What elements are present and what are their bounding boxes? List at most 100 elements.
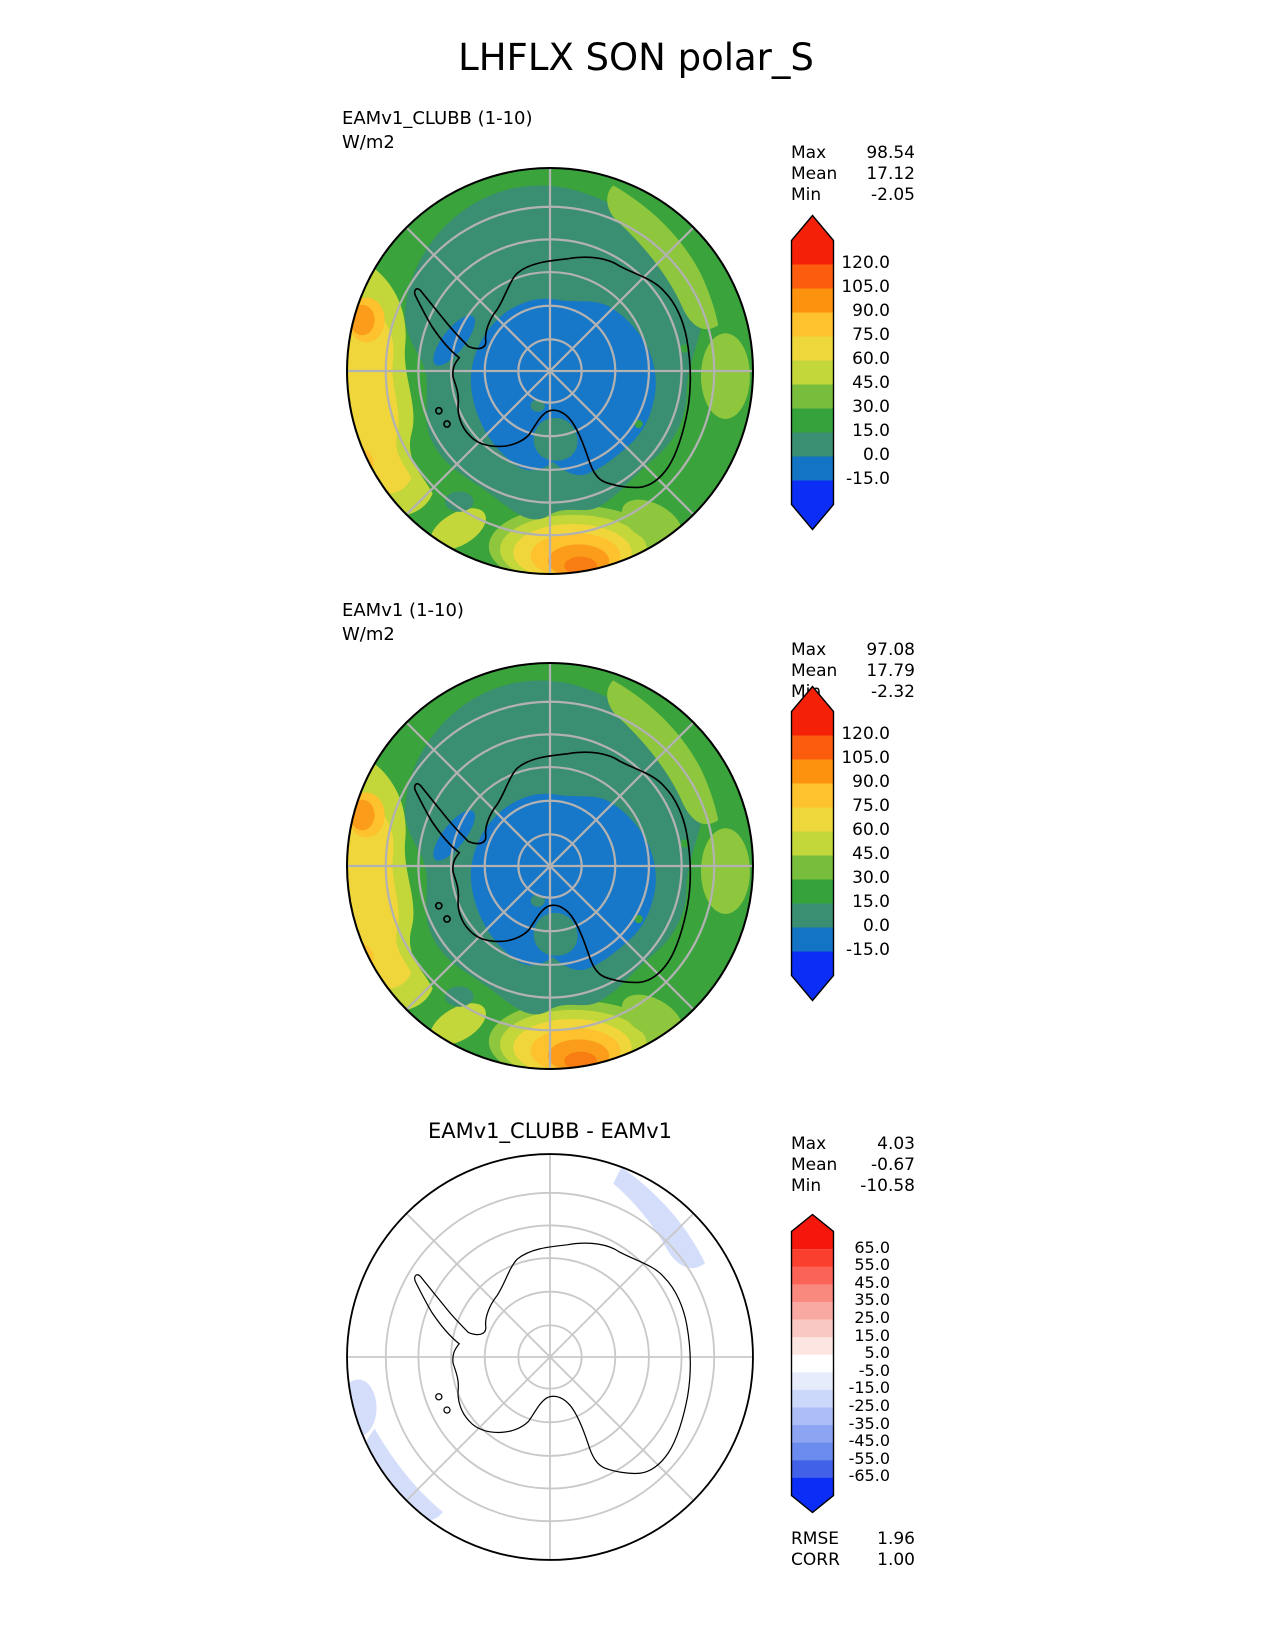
colorbar-tick-label: -35.0 (848, 1413, 890, 1433)
colorbar-cell (791, 1249, 834, 1268)
colorbar-tick-label: 75.0 (852, 325, 890, 345)
colorbar-tick-label: 90.0 (852, 772, 890, 792)
metric-label: RMSE (791, 1529, 840, 1549)
colorbar-cell (791, 1407, 834, 1426)
stat-value: -10.58 (860, 1175, 915, 1196)
colorbar-cell (791, 1284, 834, 1303)
colorbar-cell (791, 432, 834, 457)
stat-label: Max (791, 1134, 827, 1154)
colorbar-cell (791, 1372, 834, 1391)
metric-row: RMSE 1.96 (791, 1529, 915, 1550)
stat-value: -2.32 (871, 681, 915, 702)
stat-value: -0.67 (871, 1154, 915, 1175)
stat-value: 4.03 (877, 1134, 915, 1154)
colorbar-tick-label: 45.0 (854, 1272, 890, 1292)
colorbar-cell (791, 903, 834, 928)
colorbar-tick-label: 65.0 (854, 1237, 890, 1257)
colorbar-tick-label: -15.0 (848, 1378, 890, 1398)
colorbar-outline (790, 1213, 835, 1514)
colorbar-tick-label: -15.0 (846, 469, 890, 489)
colorbar-cell (791, 1460, 834, 1479)
stat-value: 17.12 (866, 163, 915, 184)
colorbar-cell (791, 384, 834, 409)
stat-row: Max 97.08 (791, 640, 915, 661)
colorbar-svg (790, 214, 835, 531)
colorbar-tick-label: 15.0 (854, 1325, 890, 1345)
colorbar-tick-label: -45.0 (848, 1431, 890, 1451)
colorbar-cell (791, 1477, 834, 1513)
colorbar-tick-label: -15.0 (846, 940, 890, 960)
colorbar-tick-label: -5.0 (858, 1360, 890, 1380)
colorbar-tick-label: 30.0 (852, 397, 890, 417)
map-panel-1 (346, 167, 754, 575)
colorbar-tick-label: 5.0 (864, 1343, 890, 1363)
colorbar-tick-label: 60.0 (852, 349, 890, 369)
colorbar-tick-label: -65.0 (848, 1466, 890, 1486)
panel2-units: W/m2 (342, 624, 395, 645)
colorbar-cell (791, 1354, 834, 1373)
colorbar-tick-label: 105.0 (841, 748, 890, 768)
colorbar-tick-label: 120.0 (841, 724, 890, 744)
colorbar-svg (790, 685, 835, 1002)
colorbar-panel-2: 120.0 105.0 90.0 75.0 60.0 45.0 30.0 15.0 0.0 -15… (790, 685, 900, 1006)
colorbar-cell (791, 951, 834, 1001)
map-border-diff (346, 1153, 754, 1561)
colorbar-cell (791, 1266, 834, 1285)
colorbar-panel-1: 120.0 105.0 90.0 75.0 60.0 45.0 30.0 15.0 0.0 -15… (790, 214, 900, 535)
stat-row: Min -10.58 (791, 1176, 915, 1197)
colorbar-cell (791, 360, 834, 385)
diff-panel-title: EAMv1_CLUBB - EAMv1 (427, 1119, 672, 1143)
stat-value: 97.08 (866, 640, 915, 660)
colorbar-cell (791, 783, 834, 808)
metric-row: CORR 1.00 (791, 1550, 915, 1571)
colorbar-outline (790, 685, 835, 1002)
colorbar-cell (791, 759, 834, 784)
colorbar-tick-label: 35.0 (854, 1290, 890, 1310)
colorbar-cell (791, 1214, 834, 1250)
colorbar-cell (791, 336, 834, 361)
colorbar-cell (791, 312, 834, 337)
stat-label: Mean (791, 660, 838, 681)
stat-label: Min (791, 1175, 822, 1196)
colorbar-cell (791, 408, 834, 433)
stat-label: Mean (791, 1154, 838, 1175)
diff-panel-stats: Max 4.03 Mean -0.67 Min -10.58 (791, 1134, 915, 1196)
colorbar-cell (791, 1389, 834, 1408)
stat-value: 17.79 (866, 660, 915, 681)
panel1-units: W/m2 (342, 132, 395, 153)
colorbar-tick-label: 15.0 (852, 892, 890, 912)
stat-row: Mean -0.67 (791, 1155, 915, 1176)
metric-label: CORR (791, 1549, 840, 1570)
figure-title: LHFLX SON polar_S (458, 36, 814, 79)
colorbar-cell (791, 1425, 834, 1444)
colorbar-cell (791, 831, 834, 856)
colorbar-cell (791, 686, 834, 736)
panel2-stats: Max 97.08 Mean 17.79 Min -2.32 (791, 640, 915, 702)
colorbar-outline (790, 214, 835, 531)
metric-value: 1.96 (877, 1529, 915, 1549)
colorbar-cell (791, 807, 834, 832)
map-panel-diff (346, 1153, 754, 1561)
colorbar-cell (791, 1319, 834, 1338)
colorbar-tick-label: -25.0 (848, 1396, 890, 1415)
metric-value: 1.00 (877, 1549, 915, 1570)
diff-panel-metrics: RMSE 1.96 CORR 1.00 (791, 1529, 915, 1571)
colorbar-tick-label: 55.0 (854, 1255, 890, 1275)
colorbar-tick-label: -55.0 (848, 1448, 890, 1468)
colorbar-svg (790, 1213, 835, 1514)
colorbar-cell (791, 1301, 834, 1320)
stat-row: Max 98.54 (791, 143, 915, 164)
colorbar-cell (791, 879, 834, 904)
colorbar-tick-label: 45.0 (852, 844, 890, 864)
colorbar-tick-label: 90.0 (852, 301, 890, 321)
colorbar-tick-label: 45.0 (852, 373, 890, 393)
stat-row: Max 4.03 (791, 1134, 915, 1155)
colorbar-tick-label: 0.0 (862, 445, 890, 465)
colorbar-tick-label: 0.0 (862, 916, 890, 936)
stat-row: Mean 17.12 (791, 164, 915, 185)
colorbar-cell (791, 855, 834, 880)
stat-row: Min -2.05 (791, 185, 915, 206)
panel2-label: EAMv1 (1-10) W/m2 (342, 599, 464, 647)
stat-label: Max (791, 143, 827, 163)
